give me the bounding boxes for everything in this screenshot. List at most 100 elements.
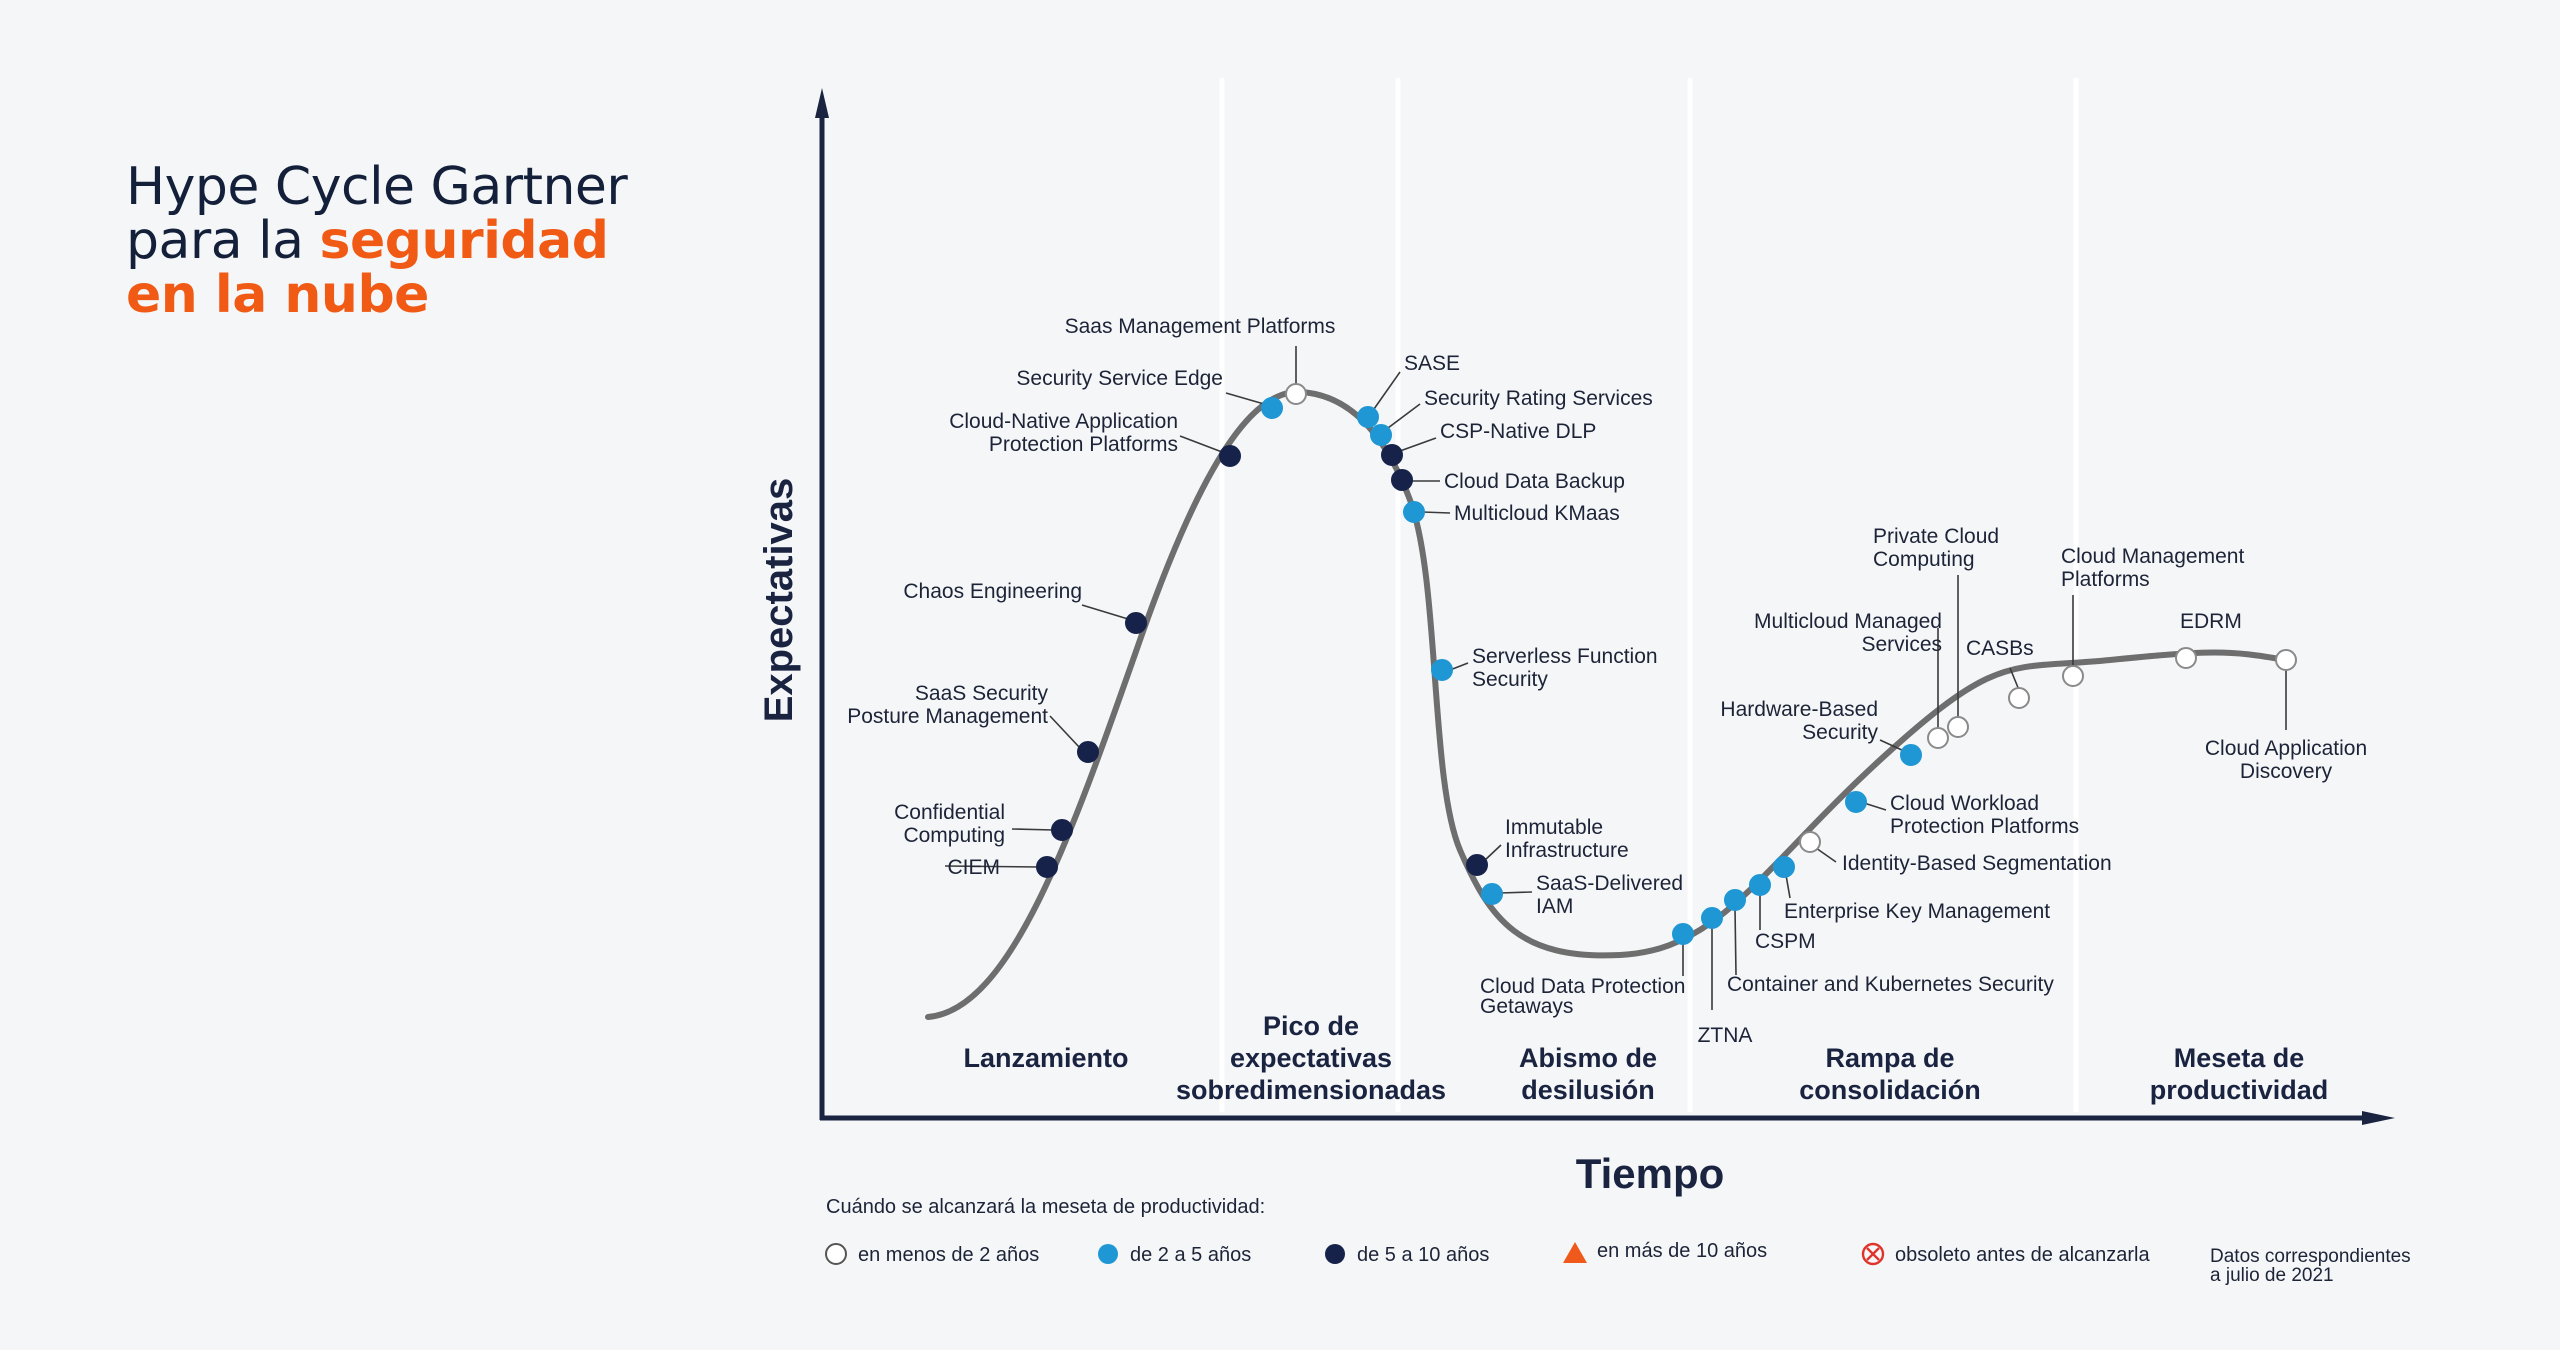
legend-dark-circle-icon <box>1325 1244 1345 1264</box>
leader-line <box>1815 847 1837 863</box>
y-axis-label: Expectativas <box>757 478 801 723</box>
title-accent-1: seguridad <box>319 211 609 271</box>
leader-line <box>1081 604 1129 620</box>
technology-label: Cloud Workload <box>1890 792 2039 815</box>
technology-marker <box>1773 856 1795 878</box>
phase-label-2-line-1: Pico de <box>1263 1011 1359 1041</box>
technology-label: SASE <box>1404 352 1460 375</box>
phase-label-4-line-1: Rampa de <box>1825 1043 1954 1073</box>
technology-marker <box>2275 649 2297 671</box>
technology-marker <box>1036 856 1058 878</box>
x-axis-arrow <box>2362 1111 2395 1125</box>
technology-label: Cloud Data Backup <box>1444 470 1625 493</box>
technology-marker <box>1381 444 1403 466</box>
leader-line <box>1879 739 1905 752</box>
technology-marker <box>1927 727 1949 749</box>
phase-label-4-line-2: consolidación <box>1799 1075 1981 1105</box>
leader-line <box>1863 802 1887 811</box>
title-line-1: Hype Cycle Gartner <box>126 157 628 217</box>
technology-label: SaaS Security <box>915 682 1049 705</box>
legend-triangle-icon <box>1563 1242 1587 1263</box>
leader-lines <box>944 346 2287 1010</box>
technology-label: Private Cloud <box>1873 525 1999 548</box>
technology-marker <box>1947 716 1969 738</box>
leader-line <box>1421 511 1451 514</box>
leader-line <box>1011 828 1055 831</box>
technology-label: ZTNA <box>1698 1024 1753 1047</box>
hype-curve <box>925 388 2288 1020</box>
technology-label: SaaS-Delivered <box>1536 872 1683 895</box>
technology-label: IAM <box>1536 895 1573 918</box>
legend-note-line: Datos correspondientes <box>2210 1246 2411 1267</box>
legend-light-circle-icon <box>1098 1244 1118 1264</box>
technology-marker <box>1749 874 1771 896</box>
technology-label: Cloud Management <box>2061 545 2244 568</box>
technology-label: Services <box>1861 633 1942 656</box>
technology-marker <box>1701 907 1723 929</box>
phase-label-5-line-1: Meseta de <box>2174 1043 2305 1073</box>
technology-markers <box>1036 383 2297 945</box>
leader-line <box>1225 392 1265 405</box>
technology-marker <box>1799 831 1821 853</box>
leader-line <box>1049 715 1081 749</box>
technology-marker <box>1672 923 1694 945</box>
technology-marker <box>1431 659 1453 681</box>
leader-line <box>1387 403 1421 429</box>
technology-label: Immutable <box>1505 816 1603 839</box>
legend-label: en menos de 2 años <box>858 1244 1039 1266</box>
technology-marker <box>1391 469 1413 491</box>
technology-label: Discovery <box>2240 760 2333 783</box>
technology-label: Multicloud Managed <box>1754 610 1942 633</box>
technology-marker <box>1724 889 1746 911</box>
phase-label-2-line-2: expectativas <box>1230 1043 1392 1073</box>
phase-dividers <box>1219 78 2079 1112</box>
technology-marker <box>1357 406 1379 428</box>
technology-marker <box>1403 501 1425 523</box>
technology-label: Security <box>1802 721 1878 744</box>
technology-label: Saas Management Platforms <box>1065 315 1336 338</box>
technology-marker <box>1845 791 1867 813</box>
technology-label: Multicloud KMaas <box>1454 502 1620 525</box>
technology-label: CSP-Native DLP <box>1440 420 1596 443</box>
technology-label: Security Rating Services <box>1424 387 1653 410</box>
leader-line <box>1449 662 1469 671</box>
technology-label: Security <box>1472 668 1548 691</box>
leader-line <box>1734 907 1737 976</box>
technology-marker <box>1261 397 1283 419</box>
technology-marker <box>1077 741 1099 763</box>
y-axis-arrow <box>815 88 829 118</box>
technology-label: Protection Platforms <box>989 433 1178 456</box>
technology-marker <box>1219 445 1241 467</box>
technology-label: CSPM <box>1755 930 1816 953</box>
technology-label: Security Service Edge <box>1016 367 1223 390</box>
title-line-2-plain: para la <box>126 211 320 271</box>
technology-marker <box>1285 383 1307 405</box>
leader-line <box>1373 371 1401 410</box>
legend-label: de 2 a 5 años <box>1130 1244 1251 1266</box>
technology-label: Identity-Based Segmentation <box>1842 852 2112 875</box>
technology-label: Serverless Function <box>1472 645 1658 668</box>
technology-label: Enterprise Key Management <box>1784 900 2050 923</box>
x-axis-label: Tiempo <box>1576 1150 1725 1197</box>
technology-marker <box>1125 612 1147 634</box>
technology-label: Cloud Application <box>2205 737 2367 760</box>
technology-label: Computing <box>903 824 1005 847</box>
phase-labels: Lanzamiento Pico deexpectativassobredimen… <box>963 1011 2328 1105</box>
technology-marker <box>1051 819 1073 841</box>
technology-marker <box>1370 424 1392 446</box>
legend: Cuándo se alcanzará la meseta de product… <box>825 1196 2411 1286</box>
technology-label: Platforms <box>2061 568 2150 591</box>
phase-label-1-line-1: Lanzamiento <box>963 1043 1128 1073</box>
technology-label: Cloud Data Protection <box>1480 975 1685 998</box>
leader-line <box>1399 437 1437 452</box>
technology-marker <box>1900 744 1922 766</box>
technology-label: Infrastructure <box>1505 839 1629 862</box>
phase-label-3-line-1: Abismo de <box>1519 1043 1657 1073</box>
legend-hollow-circle-icon <box>825 1243 847 1265</box>
technology-label: Cloud-Native Application <box>949 410 1178 433</box>
legend-label: en más de 10 años <box>1597 1240 1767 1262</box>
technology-label: Chaos Engineering <box>903 580 1082 603</box>
technology-label: EDRM <box>2180 610 2242 633</box>
